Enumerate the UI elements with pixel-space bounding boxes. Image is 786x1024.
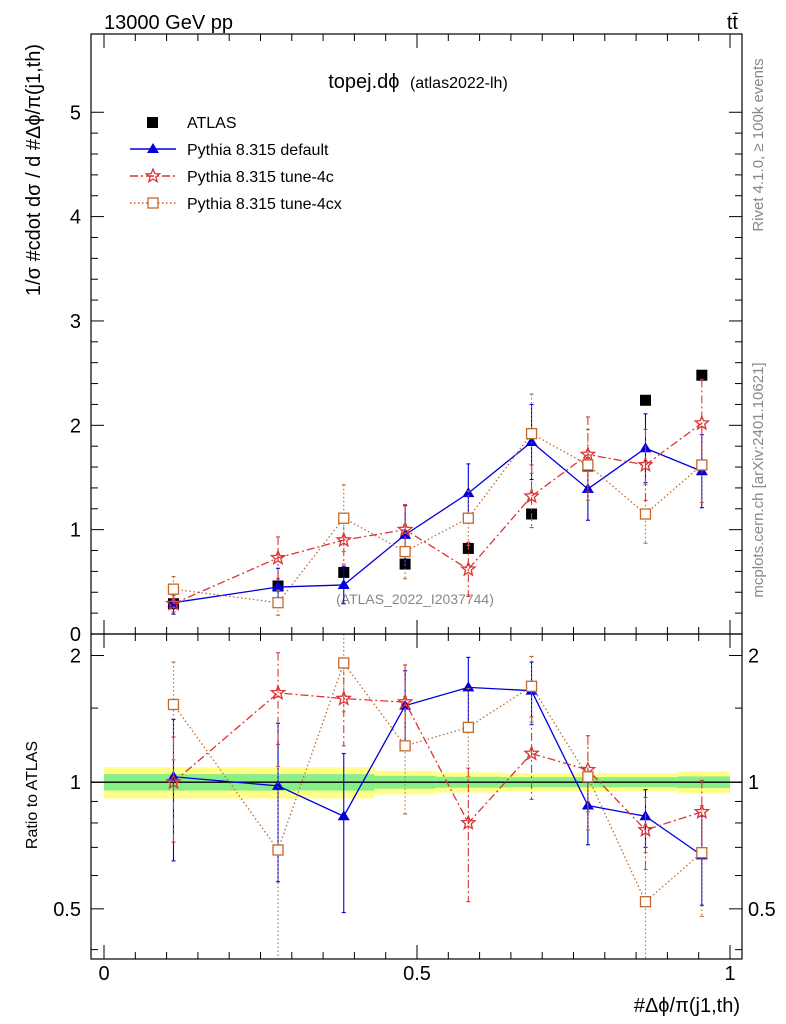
ratio-axis-label: Ratio to ATLAS <box>24 741 41 849</box>
ratio-point <box>696 847 708 859</box>
ratio-point <box>269 684 287 701</box>
ratio-point <box>525 680 538 692</box>
legend-label-atlas: ATLAS <box>187 115 237 132</box>
chart-subtitle: (atlas2022-lh) <box>410 75 508 92</box>
legend-marker-tune4cx <box>147 197 159 209</box>
ratio-point <box>460 814 477 831</box>
energy-label: 13000 GeV pp <box>104 12 233 34</box>
series-1 <box>167 403 708 615</box>
y-axis-label: 1/σ #cdot dσ / d #Δϕ/π(j1,th) <box>23 44 45 296</box>
data-point <box>399 545 411 558</box>
ratio-point <box>338 657 350 669</box>
data-point <box>165 594 182 611</box>
legend-label-tune4cx: Pythia 8.315 tune-4cx <box>187 196 342 213</box>
x-tick-label: 1 <box>724 963 735 985</box>
y-tick-label: 0 <box>70 624 81 646</box>
y-tick-label: 1 <box>70 520 81 542</box>
data-point <box>525 436 538 446</box>
x-tick-label: 0.5 <box>403 963 431 985</box>
ratio-point <box>337 810 350 821</box>
series-2 <box>165 378 711 613</box>
x-axis-label: #Δϕ/π(j1,th) <box>634 995 740 1017</box>
chart-title: topej.dϕ (atlas2022-lh) <box>328 71 508 93</box>
data-point <box>693 414 711 431</box>
rivet-label: Rivet 4.1.0, ≥ 100k events <box>750 58 767 231</box>
ratio-line <box>172 661 703 903</box>
legend-star-shape <box>144 167 162 184</box>
legend-label-default: Pythia 8.315 default <box>187 142 329 159</box>
ratio-tick-label: 1 <box>70 772 81 794</box>
data-point <box>269 548 287 565</box>
ratio-point <box>582 771 594 783</box>
series-line <box>173 432 703 604</box>
ratio-point <box>523 744 540 761</box>
ratio-point <box>399 740 411 752</box>
ratio-point <box>167 698 180 711</box>
y-tick-label: 2 <box>70 415 81 437</box>
x-tick-label: 0 <box>98 963 109 985</box>
data-point <box>639 508 652 520</box>
y-tick-label: 4 <box>70 207 81 229</box>
ratio-line <box>173 692 703 831</box>
ratio-tick-label: 0.5 <box>53 899 81 921</box>
data-point <box>338 512 350 524</box>
ratio-tick-label: 2 <box>70 646 81 668</box>
data-point <box>272 581 285 592</box>
chart-title-main: topej.dϕ <box>328 71 399 93</box>
legend-label-tune4c: Pythia 8.315 tune-4c <box>187 169 334 186</box>
data-point <box>523 487 540 504</box>
ratio-point <box>637 821 654 838</box>
series-line <box>173 422 703 605</box>
data-point <box>582 459 594 471</box>
data-point <box>462 512 474 524</box>
legend-marker-tune4c <box>144 167 162 184</box>
ratio-point <box>639 896 652 908</box>
data-point <box>637 456 654 473</box>
ratio-series-3 <box>167 633 708 960</box>
series-0 <box>167 369 708 610</box>
y-tick-label: 5 <box>70 102 81 124</box>
ratio-tick-label-right: 1 <box>748 772 759 794</box>
data-point <box>525 428 538 440</box>
ratio-tick-label-right: 2 <box>748 646 759 668</box>
process-label: tt̄ <box>727 12 739 34</box>
legend-marker-atlas <box>147 117 158 128</box>
data-point <box>272 597 284 609</box>
ratio-point <box>462 721 474 733</box>
ratio-point <box>335 689 353 706</box>
ratio-tick-label-right: 0.5 <box>748 899 776 921</box>
ratio-point <box>165 773 182 790</box>
mcplots-label: mcplots.cern.ch [arXiv:2401.10621] <box>750 362 767 597</box>
ratio-point <box>272 779 285 790</box>
legend-marker-default <box>147 143 159 153</box>
ratio-panel: 0 0.5 1 0.5 0.5 1 1 2 2 Ratio to ATLAS <box>24 633 776 985</box>
y-tick-label: 3 <box>70 311 81 333</box>
data-point <box>696 369 708 381</box>
series-3 <box>167 393 708 616</box>
ratio-point <box>462 681 475 692</box>
data-point <box>639 394 651 406</box>
data-point <box>335 531 353 548</box>
data-point <box>459 560 477 577</box>
data-point <box>337 578 350 589</box>
main-panel: (ATLAS_2022_I2037744) 0 1 2 3 4 5 topej.dϕ (a… <box>23 33 743 646</box>
data-point <box>167 583 180 595</box>
series-line <box>173 441 703 604</box>
legend: ATLAS Pythia 8.315 default Pythia 8.315 … <box>130 115 342 213</box>
data-point <box>696 459 708 471</box>
ratio-point <box>272 844 284 856</box>
watermark: (ATLAS_2022_I2037744) <box>336 591 494 607</box>
